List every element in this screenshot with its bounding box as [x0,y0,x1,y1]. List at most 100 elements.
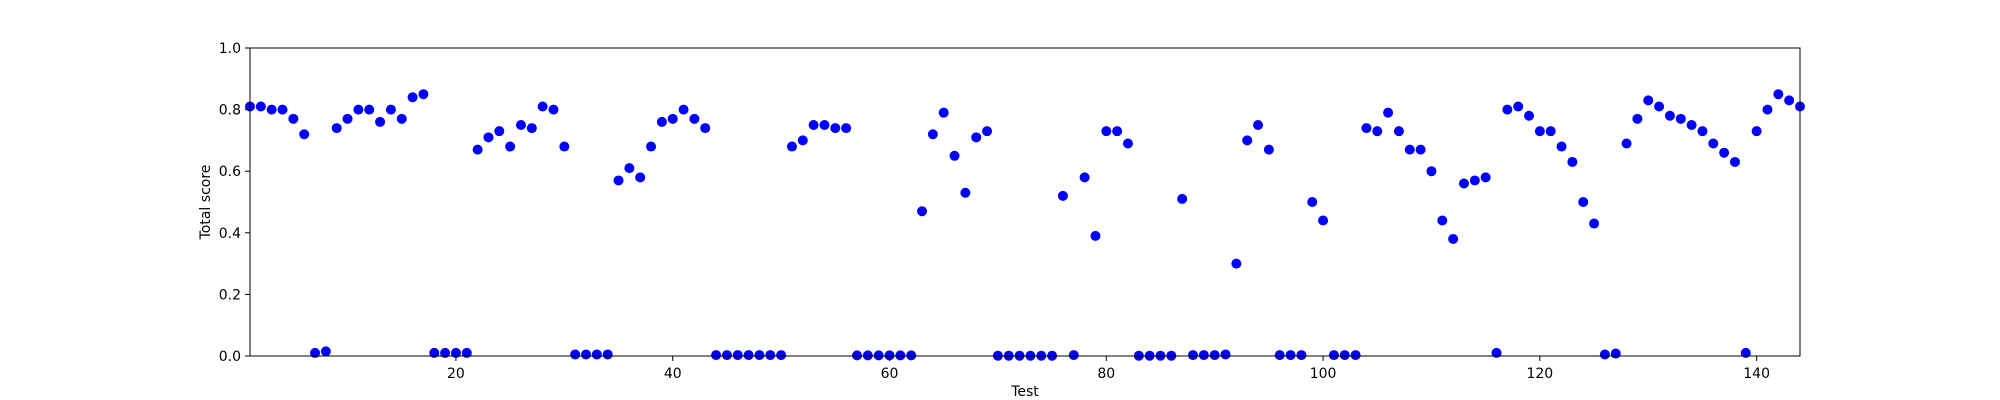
data-point [1328,350,1339,361]
y-tick-label: 0.4 [219,226,241,242]
data-point [754,350,765,361]
y-tick-label: 0.6 [219,164,241,180]
data-point [1372,126,1383,137]
data-point [862,350,873,361]
data-point [797,135,808,146]
data-point [1524,110,1535,121]
data-point [407,92,418,103]
data-point [1502,104,1513,115]
data-point [1740,347,1751,358]
data-point [711,350,722,361]
data-point [1079,172,1090,183]
data-point [1632,113,1643,124]
data-point [1263,144,1274,155]
data-point [1578,197,1589,207]
data-point [1675,113,1686,124]
data-point [396,113,407,124]
data-point [1426,166,1437,177]
data-point [786,141,797,152]
x-axis-ticks: 20 40 60 80 100 120 140 [447,356,1770,382]
data-point [873,350,884,361]
data-point [646,141,657,152]
data-point [1708,138,1719,149]
x-tick-label: 100 [1310,366,1337,382]
data-point [450,347,461,358]
data-points [245,89,1805,361]
data-point [1751,126,1762,137]
y-tick-label: 0.2 [219,287,241,303]
x-tick-label: 20 [447,366,465,382]
data-point [1350,350,1361,361]
data-point [288,113,299,124]
data-point [1567,156,1578,167]
y-axis-ticks: 0.0 0.2 0.4 0.6 0.8 1.0 [219,41,250,365]
data-point [1556,141,1567,152]
data-point [949,150,960,161]
data-point [1762,104,1773,115]
data-point [689,113,700,124]
data-point [320,346,331,357]
data-point [1437,215,1448,226]
data-point [1122,138,1133,149]
x-tick-label: 40 [664,366,682,382]
data-point [591,349,602,360]
x-tick-label: 120 [1526,366,1553,382]
data-point [906,350,917,361]
data-point [429,347,440,358]
data-point [938,107,949,118]
data-point [808,120,819,130]
data-point [353,104,364,115]
data-point [1339,350,1350,361]
data-point [1068,350,1079,361]
data-point [483,132,494,143]
data-point [1697,126,1708,137]
data-point [776,350,787,361]
data-point [375,116,386,127]
plot-frame [249,47,1801,357]
data-point [884,350,895,361]
data-point [515,120,526,130]
data-point [1198,350,1209,361]
data-point [613,175,624,186]
data-point [418,89,429,100]
data-point [1491,347,1502,358]
data-point [656,116,667,127]
data-point [1654,101,1665,112]
data-point [440,347,451,358]
data-point [581,349,592,360]
data-point [505,141,516,152]
x-tick-label: 140 [1743,366,1770,382]
data-point [266,104,277,115]
data-point [1393,126,1404,137]
data-point [1643,95,1654,106]
data-point [277,104,288,115]
data-point [1057,190,1068,201]
data-point [635,172,646,183]
x-axis-label: Test [1010,384,1039,400]
data-point [1188,350,1199,361]
data-point [1513,101,1524,112]
data-point [255,101,266,112]
data-point [1231,258,1242,269]
data-point [602,349,613,360]
data-point [1534,126,1545,137]
data-point [851,350,862,361]
data-point [1599,349,1610,360]
data-point [472,144,483,155]
data-point [700,123,711,134]
data-point [1664,110,1675,121]
data-point [1610,348,1621,359]
data-point [526,123,537,134]
y-tick-label: 0.8 [219,103,241,119]
data-point [1480,172,1491,183]
data-point [1112,126,1123,137]
data-point [678,104,689,115]
data-point [342,113,353,124]
data-point [1318,215,1329,226]
data-point [1242,135,1253,146]
data-point [1458,178,1469,189]
data-point [895,350,906,361]
data-point [385,104,396,115]
data-point [1545,126,1556,137]
data-point [624,163,635,174]
